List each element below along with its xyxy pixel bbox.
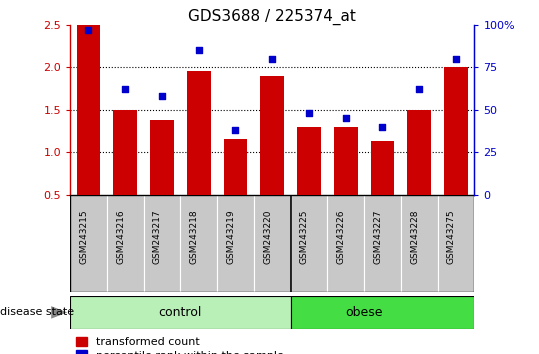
Bar	[254, 195, 291, 292]
Point	[195, 47, 203, 53]
Bar	[70, 195, 107, 292]
Text: GSM243216: GSM243216	[116, 209, 125, 264]
Text: GSM243226: GSM243226	[337, 209, 345, 264]
Text: GSM243215: GSM243215	[79, 209, 88, 264]
Bar	[327, 195, 364, 292]
Bar	[364, 195, 401, 292]
Bar	[291, 296, 474, 329]
Bar	[291, 195, 327, 292]
Bar	[143, 195, 181, 292]
Bar	[107, 195, 143, 292]
Bar	[77, 16, 100, 195]
Bar	[186, 71, 211, 195]
Bar	[370, 141, 395, 195]
Bar	[444, 67, 468, 195]
Title: GDS3688 / 225374_at: GDS3688 / 225374_at	[188, 8, 356, 25]
Point	[84, 27, 93, 33]
Text: obese: obese	[345, 306, 383, 319]
Text: GSM243228: GSM243228	[410, 209, 419, 264]
Text: GSM243217: GSM243217	[153, 209, 162, 264]
Text: GSM243218: GSM243218	[190, 209, 199, 264]
Text: GSM243227: GSM243227	[374, 209, 383, 264]
Point	[378, 124, 387, 130]
Point	[415, 86, 424, 92]
Bar	[181, 195, 217, 292]
Point	[452, 56, 460, 62]
Text: GSM243225: GSM243225	[300, 209, 309, 264]
Bar	[70, 296, 291, 329]
Text: disease state: disease state	[0, 307, 74, 318]
Point	[268, 56, 277, 62]
Point	[231, 127, 240, 133]
Bar	[407, 110, 431, 195]
Text: GSM243275: GSM243275	[447, 209, 456, 264]
Text: control: control	[158, 306, 202, 319]
Bar	[438, 195, 474, 292]
Bar	[260, 76, 284, 195]
Point	[157, 93, 166, 99]
Bar	[334, 127, 358, 195]
Bar	[113, 110, 137, 195]
Legend: transformed count, percentile rank within the sample: transformed count, percentile rank withi…	[75, 337, 284, 354]
Bar	[217, 195, 254, 292]
Bar	[224, 139, 247, 195]
Bar	[401, 195, 438, 292]
Bar	[150, 120, 174, 195]
Point	[121, 86, 129, 92]
Polygon shape	[51, 306, 67, 319]
Point	[305, 110, 313, 116]
Point	[341, 115, 350, 121]
Bar	[297, 127, 321, 195]
Text: GSM243219: GSM243219	[226, 209, 236, 264]
Text: GSM243220: GSM243220	[263, 209, 272, 264]
